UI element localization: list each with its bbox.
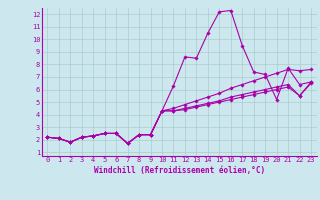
X-axis label: Windchill (Refroidissement éolien,°C): Windchill (Refroidissement éolien,°C) [94,166,265,175]
